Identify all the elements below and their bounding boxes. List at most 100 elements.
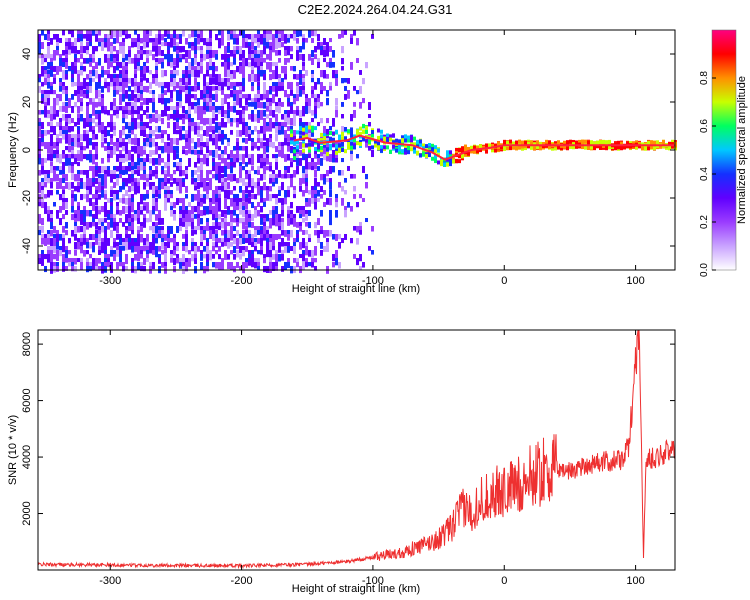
spectrogram-cell xyxy=(137,82,140,89)
spectrogram-cell xyxy=(257,86,260,93)
spectrogram-cell xyxy=(227,154,230,160)
spectrogram-cell xyxy=(464,147,467,152)
spectrogram-cell xyxy=(134,102,137,110)
spectrogram-cell xyxy=(59,66,62,72)
spectrogram-cell xyxy=(236,154,239,161)
spectrogram-cell xyxy=(173,210,176,215)
spectrogram-cell xyxy=(137,158,140,166)
spectrogram-cell xyxy=(185,50,188,58)
spectrogram-cell xyxy=(263,30,266,37)
spectrogram-cell xyxy=(149,262,152,267)
spectrogram-cell xyxy=(95,258,98,265)
spectrogram-cell xyxy=(461,149,464,154)
spectrogram-cell xyxy=(149,166,152,172)
spectrogram-cell xyxy=(173,178,176,184)
spectrogram-cell xyxy=(269,34,272,40)
spectrogram-cell xyxy=(338,147,341,152)
spectrogram-cell xyxy=(122,146,125,152)
spectrogram-cell xyxy=(536,140,539,145)
spectrogram-cell xyxy=(65,130,68,135)
spectrogram-cell xyxy=(77,74,80,81)
spectrogram-cell xyxy=(98,266,101,271)
spectrogram-cell xyxy=(272,98,275,104)
spectrogram-cell xyxy=(86,74,89,80)
spectrogram-cell xyxy=(149,242,152,247)
spectrogram-cell xyxy=(284,34,287,40)
spectrogram-cell xyxy=(47,174,50,182)
spectrogram-cell xyxy=(344,78,347,83)
spectrogram-cell xyxy=(275,214,278,220)
spectrogram-cell xyxy=(257,146,260,151)
spectrogram-cell xyxy=(260,34,263,42)
spectrogram-cell xyxy=(542,142,545,147)
spectrogram-cell xyxy=(302,78,305,85)
spectrogram-cell xyxy=(200,126,203,131)
spectrogram-cell xyxy=(209,74,212,80)
spectrogram-cell xyxy=(290,66,293,71)
snr-x-tick-label: 100 xyxy=(626,575,644,587)
spectrogram-cell xyxy=(71,126,74,132)
spectrogram-cell xyxy=(320,250,323,256)
spectrogram-cell xyxy=(302,127,305,132)
spectrogram-cell xyxy=(197,114,200,121)
spectrogram-cell xyxy=(284,46,287,53)
spectrogram-cell xyxy=(302,206,305,213)
spectrogram-cell xyxy=(179,218,182,224)
spectrogram-cell xyxy=(401,149,404,154)
spectrogram-cell xyxy=(125,142,128,148)
spectrogram-cell xyxy=(224,190,227,198)
spectrogram-cell xyxy=(299,74,302,82)
spectrogram-cell xyxy=(110,34,113,39)
spectrogram-cell xyxy=(209,30,212,37)
spectrogram-cell xyxy=(227,58,230,65)
spectrogram-cell xyxy=(290,118,293,126)
spectrogram-cell xyxy=(221,186,224,192)
spectrogram-cell xyxy=(131,38,134,43)
spectrogram-cell xyxy=(62,114,65,121)
spectrogram-cell xyxy=(644,146,647,151)
spectrogram-cell xyxy=(137,170,140,177)
spectrogram-cell xyxy=(239,94,242,101)
spectrogram-cell xyxy=(131,230,134,235)
spectrogram-cell xyxy=(86,190,89,197)
spectrogram-cell xyxy=(458,159,461,164)
spectrogram-cell xyxy=(257,110,260,118)
spectrogram-cell xyxy=(116,210,119,215)
spectrogram-cell xyxy=(74,158,77,165)
spectrogram-cell xyxy=(191,246,194,252)
spectrogram-cell xyxy=(38,42,41,50)
spectrogram-cell xyxy=(389,135,392,140)
spectrogram-cell xyxy=(56,70,59,75)
spectrogram-cell xyxy=(209,34,212,41)
spectrogram-cell xyxy=(212,254,215,259)
spectrogram-cell xyxy=(83,146,86,151)
spectrogram-cell xyxy=(80,30,83,37)
spectrogram-cell xyxy=(47,34,50,41)
spectrogram-cell xyxy=(152,202,155,210)
spectrogram-cell xyxy=(242,122,245,130)
spectrogram-cell xyxy=(110,218,113,224)
spectrogram-cell xyxy=(359,222,362,230)
spectrogram-cell xyxy=(167,154,170,159)
spectrogram-cell xyxy=(326,142,329,147)
spectrogram-cell xyxy=(77,162,80,167)
spectrogram-cell xyxy=(125,102,128,109)
spectrogram-cell xyxy=(257,186,260,193)
spectrogram-cell xyxy=(302,154,305,161)
spectrogram-cell xyxy=(125,154,128,162)
spectrogram-cell xyxy=(146,138,149,144)
spectrogram-cell xyxy=(305,182,308,190)
spectrogram-cell xyxy=(152,90,155,97)
spectrogram-cell xyxy=(170,174,173,181)
spectrogram-cell xyxy=(173,150,176,157)
spectrogram-cell xyxy=(152,46,155,52)
spectrogram-cell xyxy=(155,206,158,212)
spectrogram-cell xyxy=(104,170,107,176)
spectrogram-cell xyxy=(239,90,242,97)
spectrogram-cell xyxy=(305,128,308,133)
spectrogram-cell xyxy=(197,126,200,133)
spectrogram-cell xyxy=(86,110,89,116)
spectrogram-cell xyxy=(86,238,89,244)
spectrogram-cell xyxy=(236,90,239,96)
spectrogram-cell xyxy=(134,82,137,89)
